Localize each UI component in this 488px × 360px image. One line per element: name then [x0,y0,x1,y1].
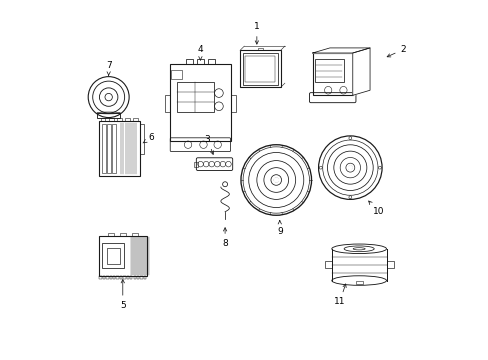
Text: 8: 8 [222,228,227,248]
Bar [116,276,119,279]
Bar [169,64,231,141]
Bar [108,233,114,235]
Bar [185,59,193,64]
Bar [102,243,123,269]
Bar [99,121,139,176]
Bar [101,118,105,121]
Bar [124,118,129,121]
Bar [99,276,102,279]
Bar [194,162,197,167]
Bar [140,276,142,279]
Bar [143,276,146,279]
Text: 7: 7 [105,61,111,76]
Bar [386,261,393,268]
Polygon shape [312,48,369,53]
Bar [355,280,362,284]
Bar [171,70,182,79]
Bar [314,59,343,82]
Bar [99,235,146,276]
Bar [112,124,116,173]
Bar [120,276,122,279]
Text: 10: 10 [368,201,384,216]
Circle shape [274,178,278,182]
Bar [132,233,137,235]
Bar [113,276,115,279]
Text: 11: 11 [333,284,346,306]
Bar [133,118,138,121]
Bar [243,53,277,85]
Bar [324,261,331,268]
Bar [117,118,122,121]
Polygon shape [352,48,369,95]
Bar [130,276,132,279]
Text: 6: 6 [142,133,154,143]
Bar [312,53,352,95]
Text: 1: 1 [253,22,259,44]
Circle shape [348,166,351,170]
Bar [120,233,125,235]
Bar [107,124,111,173]
Bar [97,113,120,118]
Bar [139,123,143,154]
Bar [196,59,203,64]
Bar [126,276,129,279]
Bar [164,95,169,112]
Bar [257,48,263,50]
Bar [108,118,113,121]
Bar [123,276,125,279]
Bar [133,276,136,279]
Text: 9: 9 [276,221,282,236]
Bar [245,56,275,82]
Bar [106,248,120,264]
Bar [102,124,105,173]
Bar [231,95,236,112]
Bar [177,82,214,112]
Bar [240,50,280,87]
Text: 5: 5 [120,280,125,310]
Text: 3: 3 [204,135,213,154]
Bar [137,276,139,279]
Bar [109,276,112,279]
Text: 2: 2 [386,45,405,57]
Bar [106,276,108,279]
Bar [102,276,105,279]
Bar [207,59,215,64]
Text: 4: 4 [197,45,203,60]
